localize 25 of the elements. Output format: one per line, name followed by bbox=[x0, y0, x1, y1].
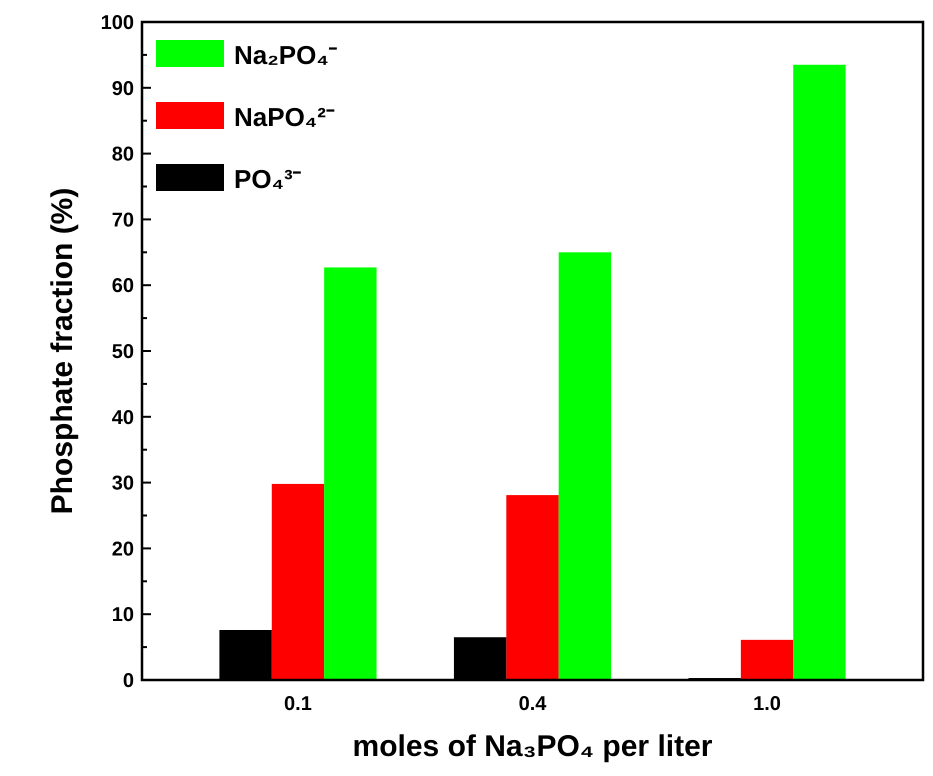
bar bbox=[506, 495, 559, 680]
bar bbox=[324, 267, 377, 680]
bar bbox=[558, 252, 612, 680]
x-axis-title: moles of Na₃PO₄ per liter bbox=[352, 730, 713, 763]
x-tick-label: 1.0 bbox=[753, 693, 781, 715]
y-tick-label: 100 bbox=[100, 12, 134, 34]
y-tick-label: 80 bbox=[112, 144, 134, 166]
y-tick-label: 0 bbox=[122, 670, 134, 692]
y-tick-label: 70 bbox=[112, 209, 134, 232]
y-tick-label: 60 bbox=[112, 275, 134, 298]
y-tick-label: 10 bbox=[112, 604, 134, 626]
y-axis-title: Phosphate fraction (%) bbox=[46, 188, 79, 514]
y-tick-label: 30 bbox=[112, 472, 134, 495]
y-tick-label: 20 bbox=[112, 538, 134, 560]
x-tick-label: 0.1 bbox=[284, 693, 312, 715]
legend-label: Na₂PO₄⁻ bbox=[234, 40, 338, 70]
x-tick-label: 0.4 bbox=[518, 693, 548, 715]
y-tick-label: 40 bbox=[112, 406, 134, 429]
bar bbox=[740, 640, 794, 680]
legend-label: NaPO₄²⁻ bbox=[234, 102, 335, 132]
y-tick-label: 50 bbox=[112, 341, 134, 363]
bar bbox=[272, 484, 324, 680]
bar bbox=[793, 64, 846, 680]
legend-label: PO₄³⁻ bbox=[234, 164, 302, 194]
y-tick-label: 90 bbox=[112, 78, 134, 100]
